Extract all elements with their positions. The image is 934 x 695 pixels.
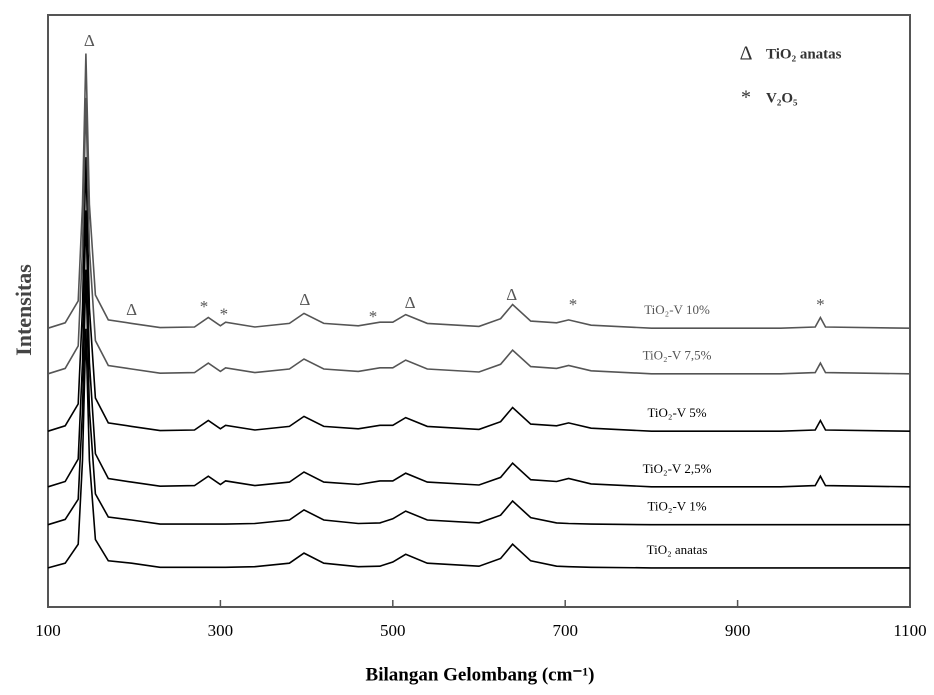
spectrum-line xyxy=(48,157,910,431)
spectrum-line xyxy=(48,210,910,486)
peak-marker: Δ xyxy=(126,300,137,319)
series-label: TiO₂-V 7,5% xyxy=(643,348,712,363)
peak-marker: Δ xyxy=(405,293,416,312)
x-tick-label: 700 xyxy=(552,621,578,640)
x-axis-title: Bilangan Gelombang (cm⁻¹) xyxy=(366,664,595,685)
legend-label: TiO₂ anatas xyxy=(766,46,842,62)
series-label: TiO₂ anatas xyxy=(647,542,708,557)
series-label: TiO₂-V 2,5% xyxy=(643,461,712,476)
x-tick-label: 300 xyxy=(208,621,234,640)
chart: Bilangan Gelombang (cm⁻¹) Intensitas 100… xyxy=(0,0,934,695)
peak-marker: * xyxy=(816,295,825,314)
series-label: TiO₂-V 1% xyxy=(647,499,706,514)
peak-marker: * xyxy=(569,295,578,314)
peak-marker: * xyxy=(220,305,229,324)
x-tick-label: 500 xyxy=(380,621,406,640)
peak-marker: * xyxy=(200,297,209,316)
legend-symbol: * xyxy=(741,87,751,109)
x-tick-label: 1100 xyxy=(893,621,926,640)
page: {"chart_data": { "type": "line", "xlabel… xyxy=(0,0,934,695)
legend-label: V₂O₅ xyxy=(766,90,798,106)
spectrum-line xyxy=(48,98,910,374)
peak-marker: * xyxy=(369,307,378,326)
series-label: TiO₂-V 5% xyxy=(647,405,706,420)
peak-marker: Δ xyxy=(299,290,310,309)
peak-marker: Δ xyxy=(84,31,95,50)
legend-symbol: Δ xyxy=(740,43,753,65)
spectrum-line xyxy=(48,329,910,568)
series-label: TiO₂-V 10% xyxy=(644,302,710,317)
y-axis-title: Intensitas xyxy=(11,264,36,356)
x-tick-label: 100 xyxy=(35,621,61,640)
x-tick-label: 900 xyxy=(725,621,751,640)
peak-marker: Δ xyxy=(506,285,517,304)
